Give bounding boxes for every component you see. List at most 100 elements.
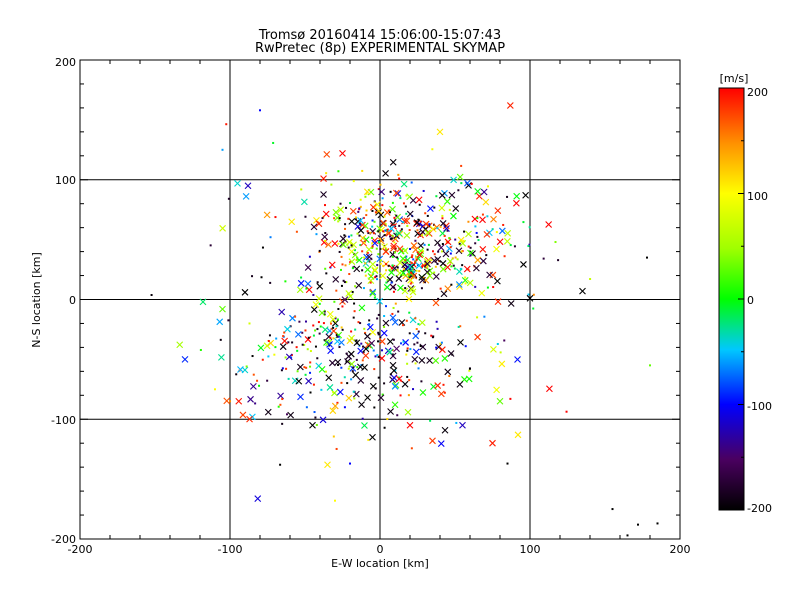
data-point-cross bbox=[419, 343, 427, 351]
cross-stroke bbox=[278, 308, 286, 316]
cross-stroke bbox=[328, 359, 336, 367]
data-point-cross bbox=[257, 344, 265, 352]
data-point-dot bbox=[413, 270, 416, 273]
data-point-cross bbox=[375, 208, 382, 216]
data-point-cross bbox=[459, 421, 466, 429]
data-point-cross bbox=[391, 318, 399, 326]
cross-stroke bbox=[332, 208, 340, 216]
cross-stroke bbox=[345, 394, 353, 402]
cross-stroke bbox=[376, 255, 384, 263]
data-point-dot bbox=[475, 231, 478, 234]
data-point-dot bbox=[450, 265, 453, 268]
cross-stroke bbox=[390, 367, 398, 374]
data-point-dot bbox=[320, 388, 323, 391]
data-point-dot bbox=[417, 323, 420, 326]
cross-stroke bbox=[296, 286, 304, 294]
data-point-dot bbox=[365, 214, 368, 217]
data-point-cross bbox=[418, 356, 426, 364]
cross-stroke bbox=[447, 350, 455, 357]
data-point-cross bbox=[329, 316, 337, 323]
data-point-dot bbox=[442, 383, 445, 386]
data-point-dot bbox=[337, 335, 340, 338]
data-point-dot bbox=[281, 398, 284, 401]
data-point-dot bbox=[290, 354, 293, 357]
data-point-dot bbox=[364, 262, 367, 265]
cross-stroke bbox=[423, 268, 431, 276]
cross-stroke bbox=[313, 216, 320, 224]
data-point-dot bbox=[315, 423, 318, 426]
data-point-dot bbox=[410, 447, 413, 450]
data-point-dot bbox=[440, 250, 443, 253]
data-point-dot bbox=[441, 242, 444, 245]
data-point-dot bbox=[296, 349, 299, 352]
data-point-cross bbox=[439, 265, 447, 273]
data-point-dot bbox=[385, 281, 388, 284]
data-point-dot bbox=[437, 250, 440, 253]
data-point-cross bbox=[364, 341, 372, 349]
cross-stroke bbox=[287, 411, 295, 419]
data-point-dot bbox=[289, 325, 292, 328]
cross-stroke bbox=[295, 377, 303, 385]
cross-stroke bbox=[279, 343, 287, 351]
data-point-dot bbox=[513, 245, 516, 248]
data-point-cross bbox=[466, 279, 474, 287]
data-point-dot bbox=[330, 322, 333, 325]
data-point-cross bbox=[369, 433, 376, 441]
data-point-dot bbox=[492, 286, 495, 289]
data-point-dot bbox=[467, 220, 470, 223]
data-point-cross bbox=[363, 188, 371, 196]
data-point-dot bbox=[459, 267, 462, 270]
data-point-cross bbox=[504, 229, 512, 237]
cross-stroke bbox=[434, 239, 441, 247]
data-point-cross bbox=[320, 239, 328, 246]
data-point-dot bbox=[351, 370, 354, 373]
data-point-dot bbox=[418, 203, 421, 206]
data-point-dot bbox=[565, 410, 568, 413]
data-point-dot bbox=[365, 192, 368, 195]
data-point-cross bbox=[423, 268, 431, 276]
data-point-dot bbox=[281, 367, 284, 370]
cross-stroke bbox=[465, 181, 472, 189]
data-point-dot bbox=[337, 242, 340, 245]
data-point-cross bbox=[479, 246, 487, 253]
cross-stroke bbox=[325, 333, 333, 341]
cross-stroke bbox=[465, 230, 472, 238]
data-point-dot bbox=[421, 265, 424, 268]
data-point-dot bbox=[554, 241, 557, 244]
data-point-dot bbox=[506, 195, 509, 198]
cross-stroke bbox=[291, 377, 299, 385]
cross-stroke bbox=[503, 237, 511, 245]
data-point-dot bbox=[406, 349, 409, 352]
y-axis-label: N-S location [km] bbox=[30, 252, 43, 348]
data-point-cross bbox=[237, 366, 244, 373]
data-point-cross bbox=[482, 198, 490, 206]
data-point-dot bbox=[340, 366, 343, 369]
data-point-dot bbox=[275, 337, 278, 340]
data-point-cross bbox=[496, 397, 504, 405]
cross-stroke bbox=[369, 328, 377, 336]
data-point-cross bbox=[407, 285, 415, 292]
cross-stroke bbox=[288, 218, 296, 226]
cross-stroke bbox=[423, 258, 431, 265]
cross-stroke bbox=[254, 495, 262, 503]
data-point-cross bbox=[419, 222, 427, 230]
cross-stroke bbox=[407, 276, 415, 284]
cross-stroke bbox=[496, 238, 504, 246]
cross-stroke bbox=[318, 309, 326, 317]
data-point-cross bbox=[346, 238, 353, 246]
data-point-cross bbox=[355, 281, 363, 289]
data-point-dot bbox=[300, 188, 303, 191]
data-point-dot bbox=[287, 341, 290, 344]
data-point-cross bbox=[490, 215, 497, 223]
axis-ticks bbox=[79, 59, 681, 540]
data-point-cross bbox=[507, 300, 515, 307]
data-point-dot bbox=[383, 325, 386, 328]
data-point-dot bbox=[389, 237, 392, 240]
cross-stroke bbox=[490, 345, 497, 353]
cross-stroke bbox=[389, 283, 397, 291]
data-point-cross bbox=[520, 261, 527, 268]
cross-stroke bbox=[281, 337, 289, 345]
cross-stroke bbox=[331, 240, 339, 247]
data-point-dot bbox=[611, 508, 614, 511]
data-point-dot bbox=[404, 287, 407, 290]
